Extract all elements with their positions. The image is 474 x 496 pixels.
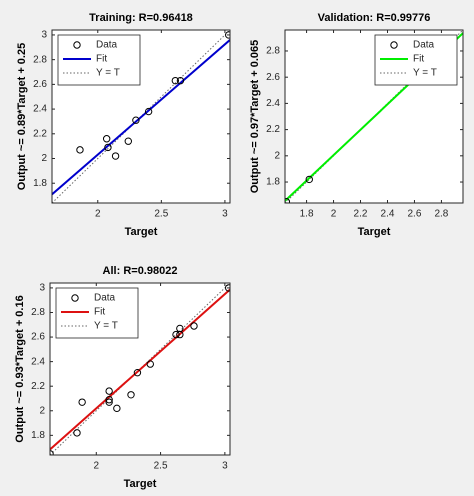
data-point	[105, 387, 113, 395]
x-tick-label: 2.4	[381, 209, 395, 220]
x-tick-label: 2.8	[434, 209, 448, 220]
data-point	[76, 146, 84, 154]
x-tick-label: 2	[95, 209, 101, 220]
data-point	[146, 360, 154, 368]
x-tick-label: 3	[222, 461, 228, 472]
series-line	[52, 39, 230, 196]
x-tick-label: 2.2	[354, 209, 368, 220]
legend-label: Fit	[96, 54, 107, 65]
y-tick-label: 3	[41, 30, 47, 41]
y-tick-label: 2.4	[31, 356, 45, 367]
axes-box	[49, 282, 231, 456]
y-axis-label: Output ~= 0.93*Target + 0.16	[14, 295, 26, 442]
legend-label: Fit	[413, 54, 424, 65]
data-point	[171, 76, 180, 85]
y-tick-label: 2.6	[266, 72, 280, 83]
legend-label: Data	[413, 40, 435, 51]
subplot: Validation: R=0.99776 Target Output ~= 0.9…	[249, 12, 464, 238]
y-tick-label: 2.8	[33, 54, 47, 65]
data-point	[104, 143, 112, 152]
series-line	[50, 288, 230, 451]
y-tick-label: 2.8	[266, 46, 280, 57]
x-tick-label: 3	[222, 209, 228, 220]
data-point	[176, 330, 184, 339]
legend: Data Fit Y = T	[57, 34, 141, 86]
y-tick-label: 2	[39, 405, 45, 416]
data-point	[225, 31, 230, 39]
y-tick-label: 2.4	[33, 104, 47, 115]
data-point	[102, 135, 111, 143]
data-point	[176, 76, 185, 85]
x-tick-label: 2.5	[154, 209, 168, 220]
y-tick-label: 2.8	[31, 307, 45, 318]
y-tick-label: 2	[274, 150, 280, 161]
legend-label: Y = T	[94, 321, 118, 332]
y-tick-label: 2.6	[33, 79, 47, 90]
y-tick-label: 2.4	[266, 98, 280, 109]
axes-box	[51, 29, 231, 204]
y-tick-label: 1.8	[31, 430, 45, 441]
series-line	[50, 283, 230, 455]
y-axis-label: Output ~= 0.89*Target + 0.25	[16, 43, 28, 190]
data-point	[132, 116, 140, 124]
legend-label: Data	[96, 40, 118, 51]
data-point	[190, 322, 198, 330]
chart-title: Training: R=0.96418	[89, 12, 193, 24]
y-tick-label: 1.8	[266, 177, 280, 188]
data-point	[124, 137, 132, 145]
data-point	[105, 398, 113, 406]
data-point	[172, 330, 180, 339]
y-tick-label: 2.2	[266, 124, 280, 135]
data-point	[133, 368, 142, 377]
y-tick-label: 2.2	[31, 381, 45, 392]
subplot: Training: R=0.96418 Target Output ~= 0.89*…	[16, 12, 231, 238]
legend-marker	[390, 41, 398, 49]
x-tick-label: 2.5	[154, 461, 168, 472]
legend-label: Data	[94, 293, 116, 304]
plot-content	[50, 283, 230, 455]
y-tick-label: 2.6	[31, 332, 45, 343]
plot-content	[52, 30, 230, 203]
x-tick-label: 2	[331, 209, 337, 220]
subplot: All: R=0.98022 Target Output ~= 0.93*Targe…	[14, 265, 231, 490]
y-tick-label: 1.8	[33, 178, 47, 189]
legend-marker	[71, 294, 79, 302]
data-point	[111, 152, 120, 160]
legend: Data Fit Y = T	[55, 287, 139, 339]
chart-title: Validation: R=0.99776	[318, 12, 431, 24]
data-point	[144, 107, 153, 116]
axes-box	[284, 29, 464, 204]
legend-label: Y = T	[96, 68, 120, 79]
x-axis-label: Target	[125, 226, 158, 238]
data-point	[285, 197, 291, 203]
data-point	[73, 429, 81, 437]
x-axis-label: Target	[358, 226, 391, 238]
data-point	[225, 284, 230, 292]
data-point	[105, 396, 113, 404]
chart-title: All: R=0.98022	[103, 265, 178, 277]
y-axis-label: Output ~= 0.97*Target + 0.065	[249, 40, 261, 194]
y-tick-label: 3	[39, 283, 45, 294]
data-point	[127, 391, 135, 399]
y-tick-label: 2.2	[33, 128, 47, 139]
series-line	[52, 30, 230, 203]
x-tick-label: 2	[94, 461, 100, 472]
legend-label: Y = T	[413, 68, 437, 79]
data-point	[113, 404, 121, 413]
y-tick-label: 2	[41, 153, 47, 164]
x-tick-label: 1.8	[300, 209, 314, 220]
data-point	[305, 175, 313, 184]
legend-label: Fit	[94, 307, 105, 318]
data-point	[50, 450, 54, 455]
legend: Data Fit Y = T	[374, 34, 458, 86]
legend-marker	[73, 41, 81, 49]
x-tick-label: 2.6	[408, 209, 422, 220]
x-axis-label: Target	[124, 478, 157, 490]
data-point	[78, 398, 86, 406]
